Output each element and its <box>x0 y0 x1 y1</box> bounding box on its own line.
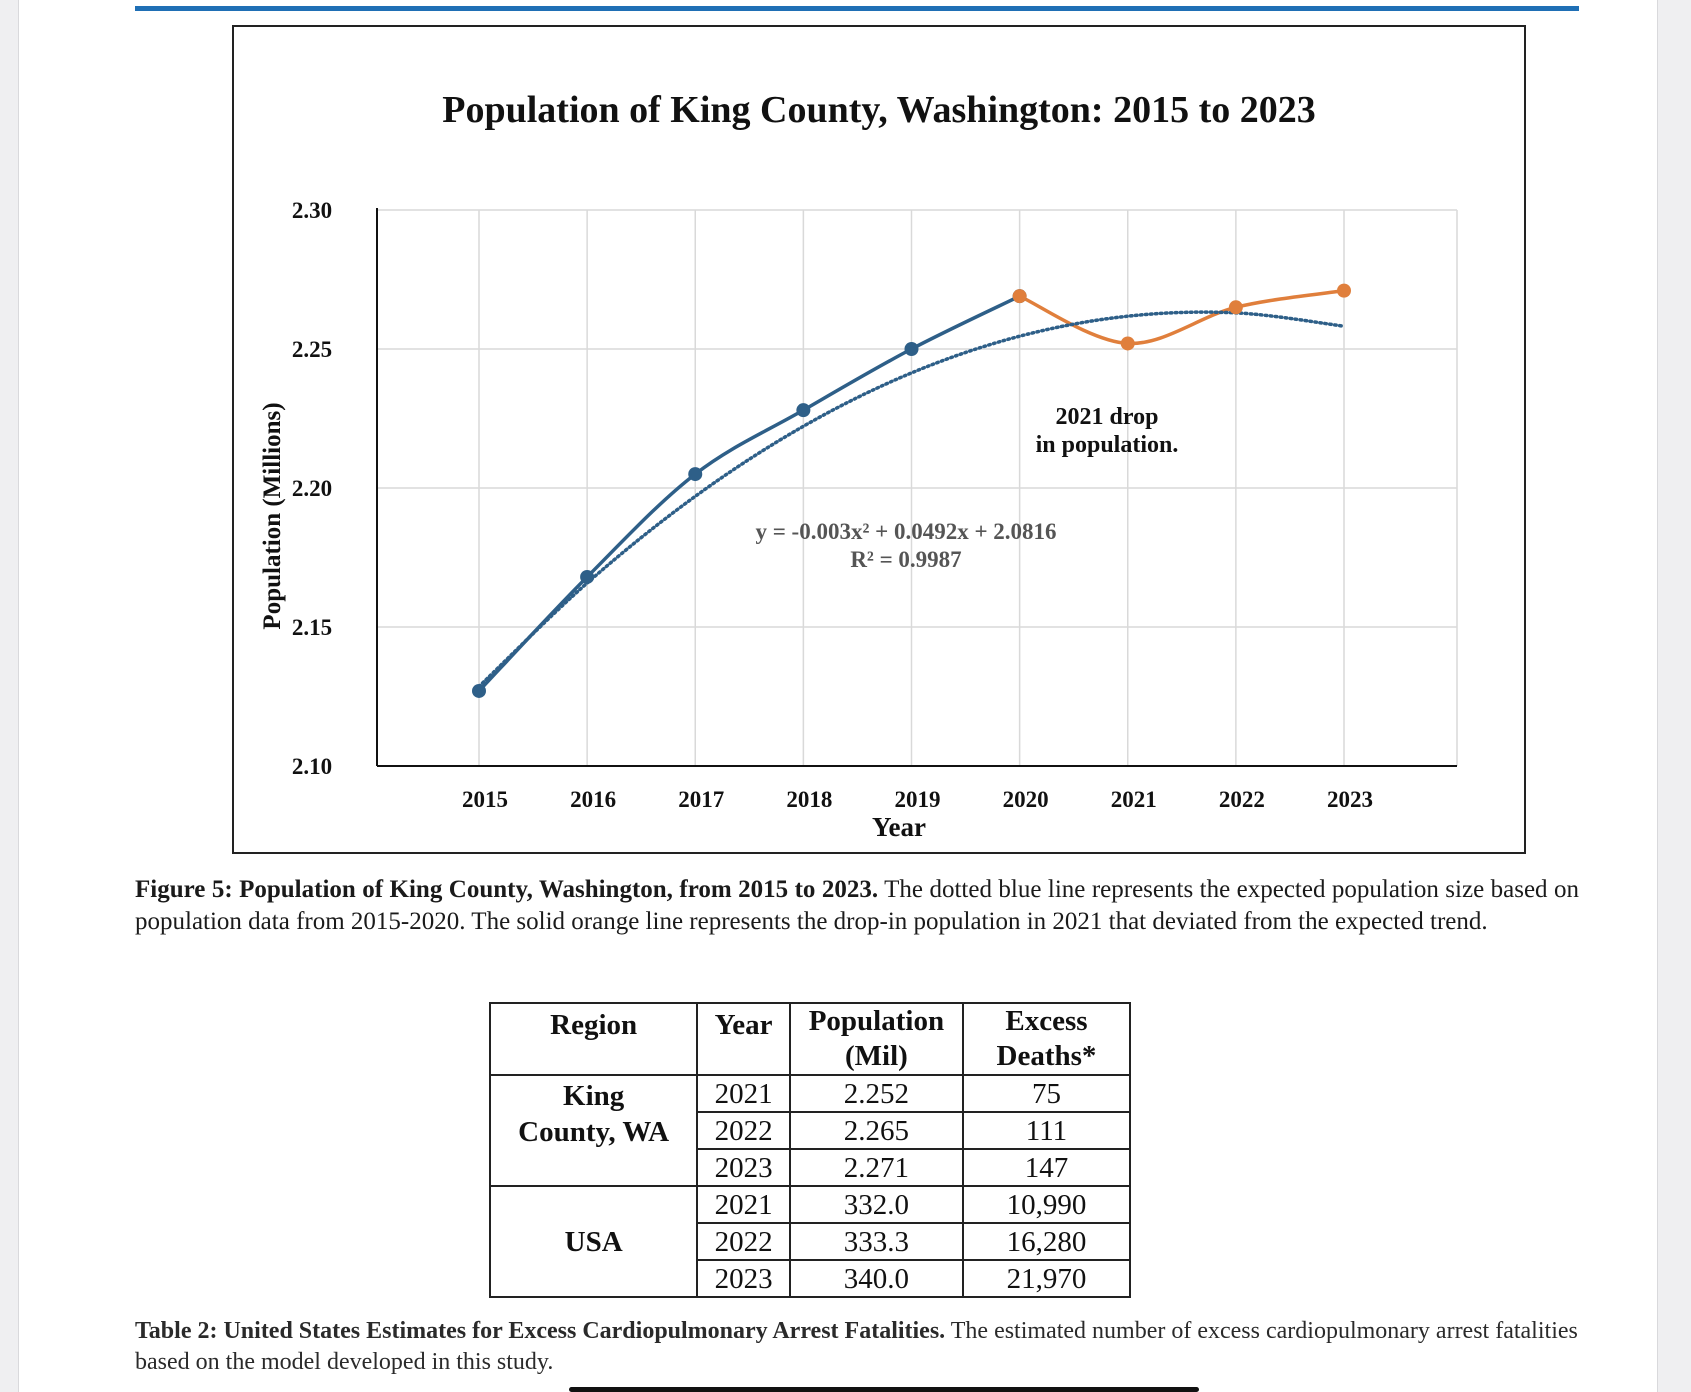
cell-year: 2023 <box>696 1259 791 1298</box>
cell-population: 333.3 <box>788 1222 964 1261</box>
x-tick-label: 2019 <box>895 787 941 812</box>
trend-equation: y = -0.003x² + 0.0492x + 2.0816 <box>755 519 1056 544</box>
r-squared: R² = 0.9987 <box>850 547 961 572</box>
cell-year: 2021 <box>696 1074 791 1113</box>
cell-excess: 10,990 <box>961 1185 1132 1224</box>
table-row: King County, WA 2021 2.252 75 <box>488 1074 1132 1187</box>
top-rule <box>135 6 1579 11</box>
data-point <box>580 569 595 584</box>
data-point <box>1012 289 1027 304</box>
cell-excess: 147 <box>961 1148 1132 1187</box>
cell-population: 2.265 <box>788 1111 964 1150</box>
x-tick-label: 2018 <box>786 787 832 812</box>
figure-5: Population of King County, Washington: 2… <box>232 25 1526 854</box>
y-axis-label: Population (Millions) <box>259 402 286 629</box>
table-row: USA 2021 332.0 10,990 <box>488 1185 1132 1298</box>
x-tick-label: 2021 <box>1111 787 1157 812</box>
population-chart: Population of King County, Washington: 2… <box>259 89 1458 842</box>
cell-excess: 21,970 <box>961 1259 1132 1298</box>
x-tick-label: 2023 <box>1327 787 1373 812</box>
region-king-county: King County, WA <box>488 1074 699 1187</box>
cell-year: 2021 <box>696 1185 791 1224</box>
drop-annotation-line1: 2021 drop <box>1056 404 1159 430</box>
data-point <box>796 403 811 418</box>
y-tick-label: 2.20 <box>292 476 332 501</box>
header-excess-line2: Deaths* <box>996 1040 1097 1072</box>
figure-caption: Figure 5: Population of King County, Was… <box>135 874 1579 938</box>
table-caption: Table 2: United States Estimates for Exc… <box>135 1316 1579 1378</box>
cell-year: 2022 <box>696 1222 791 1261</box>
cell-population: 332.0 <box>788 1185 964 1224</box>
line-actual-drop <box>1018 288 1345 346</box>
gridlines <box>377 209 1458 767</box>
cell-population: 340.0 <box>788 1259 964 1298</box>
x-tick-label: 2016 <box>570 787 616 812</box>
header-excess-deaths: Excess Deaths* <box>961 1002 1132 1076</box>
x-tick-label: 2015 <box>462 787 508 812</box>
cell-excess: 16,280 <box>961 1222 1132 1261</box>
region-king-line1: King <box>563 1080 625 1112</box>
document-page: Population of King County, Washington: 2… <box>18 0 1658 1392</box>
data-point <box>472 683 486 698</box>
table-row: 2023 2.271 147 <box>490 1148 1132 1187</box>
table-row: 2022 2.265 111 <box>490 1111 1132 1150</box>
cell-excess: 111 <box>961 1111 1132 1150</box>
x-tick-labels: 2015 2016 2017 2018 2019 2020 2021 2022 2023 <box>462 787 1373 812</box>
excess-deaths-table: Region Year Population (Mil) Excess Deat… <box>488 1002 1132 1298</box>
data-point <box>1337 283 1351 298</box>
figure-caption-text: The dotted blue line represents the expe… <box>135 876 1579 935</box>
cell-excess: 75 <box>961 1074 1132 1113</box>
x-tick-label: 2020 <box>1003 787 1049 812</box>
x-tick-label: 2017 <box>678 787 724 812</box>
y-tick-label: 2.10 <box>292 754 332 779</box>
data-point <box>904 342 919 356</box>
trendline-expected <box>477 310 1346 689</box>
cell-year: 2023 <box>696 1148 791 1187</box>
data-point <box>1120 336 1135 351</box>
table-header-row: Region Year Population (Mil) Excess Deat… <box>488 1002 1132 1076</box>
y-tick-label: 2.30 <box>292 198 332 223</box>
chart-title: Population of King County, Washington: 2… <box>442 89 1315 131</box>
y-tick-labels: 2.10 2.15 2.20 2.25 2.30 <box>292 198 332 779</box>
header-population-line1: Population <box>808 1005 945 1037</box>
x-tick-label: 2022 <box>1219 787 1265 812</box>
data-points <box>472 283 1351 698</box>
table-row: 2023 340.0 21,970 <box>490 1259 1132 1298</box>
table-caption-title: Table 2: United States Estimates for Exc… <box>135 1318 946 1344</box>
header-population: Population (Mil) <box>788 1002 964 1076</box>
header-population-line2: (Mil) <box>844 1040 908 1072</box>
header-region: Region <box>488 1002 699 1076</box>
x-axis-label: Year <box>872 812 926 842</box>
drop-annotation-line2: in population. <box>1036 432 1179 458</box>
data-point <box>1228 300 1243 315</box>
header-excess-line1: Excess <box>1005 1005 1088 1037</box>
region-king-line2: County, WA <box>518 1116 670 1148</box>
cell-population: 2.271 <box>788 1148 964 1187</box>
region-usa: USA <box>488 1185 699 1298</box>
axes <box>376 208 1457 767</box>
table-row: 2022 333.3 16,280 <box>490 1222 1132 1261</box>
home-indicator <box>569 1387 1199 1392</box>
table-caption-text: The estimated number of excess cardiopul… <box>135 1318 1578 1375</box>
data-point <box>688 467 703 482</box>
figure-caption-title: Figure 5: Population of King County, Was… <box>135 876 879 903</box>
cell-population: 2.252 <box>788 1074 964 1113</box>
cell-year: 2022 <box>696 1111 791 1150</box>
y-tick-label: 2.15 <box>292 615 332 640</box>
line-observed <box>477 294 1021 693</box>
y-tick-label: 2.25 <box>292 337 332 362</box>
header-year: Year <box>696 1002 791 1076</box>
